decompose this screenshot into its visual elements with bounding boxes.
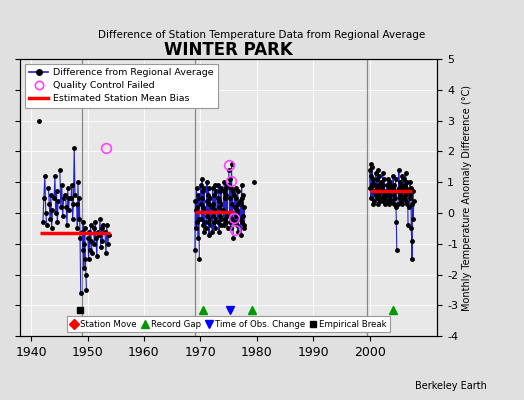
- Y-axis label: Monthly Temperature Anomaly Difference (°C): Monthly Temperature Anomaly Difference (…: [462, 85, 472, 311]
- Legend: Station Move, Record Gap, Time of Obs. Change, Empirical Break: Station Move, Record Gap, Time of Obs. C…: [68, 316, 390, 332]
- Title: WINTER PARK: WINTER PARK: [164, 41, 293, 59]
- Text: Berkeley Earth: Berkeley Earth: [416, 381, 487, 391]
- Text: Difference of Station Temperature Data from Regional Average: Difference of Station Temperature Data f…: [99, 30, 425, 40]
